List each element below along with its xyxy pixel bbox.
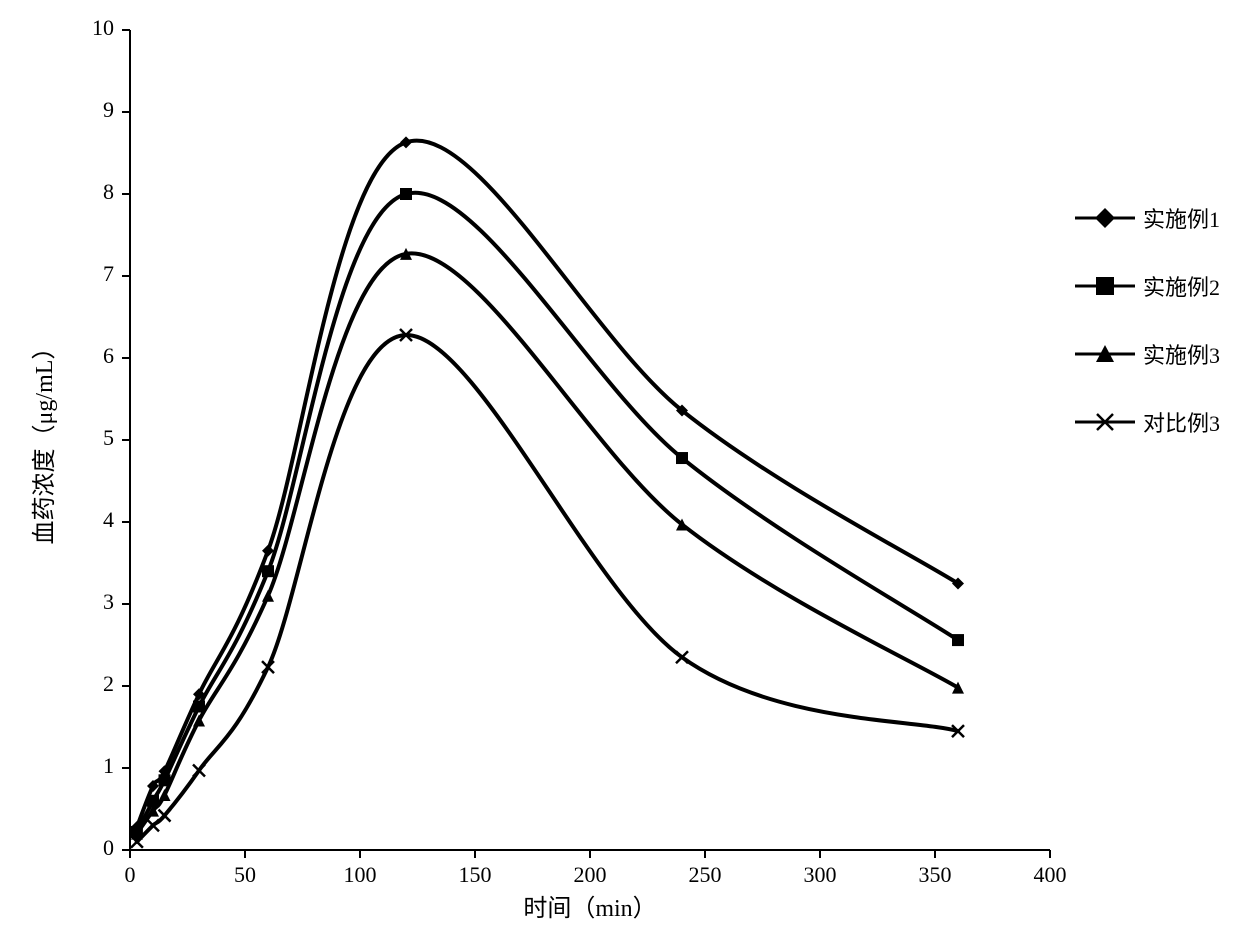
legend-item: 实施例2	[1075, 273, 1220, 299]
svg-text:50: 50	[234, 862, 256, 887]
svg-text:2: 2	[103, 671, 114, 696]
svg-text:350: 350	[919, 862, 952, 887]
legend-marker	[1075, 409, 1135, 435]
svg-text:4: 4	[103, 507, 114, 532]
line-chart-svg: 012345678910050100150200250300350400时间（m…	[0, 0, 1240, 947]
legend-item: 对比例3	[1075, 409, 1220, 435]
svg-text:1: 1	[103, 753, 114, 778]
legend-item: 实施例1	[1075, 205, 1220, 231]
svg-text:250: 250	[689, 862, 722, 887]
svg-text:7: 7	[103, 261, 114, 286]
svg-text:0: 0	[125, 862, 136, 887]
svg-text:200: 200	[574, 862, 607, 887]
legend-label: 实施例1	[1143, 202, 1220, 234]
svg-text:300: 300	[804, 862, 837, 887]
legend-marker	[1075, 273, 1135, 299]
svg-text:10: 10	[92, 15, 114, 40]
legend: 实施例1 实施例2 实施例3 对比例3	[1075, 205, 1220, 477]
svg-text:时间（min）: 时间（min）	[523, 895, 656, 922]
svg-text:5: 5	[103, 425, 114, 450]
legend-marker	[1075, 341, 1135, 367]
legend-label: 实施例2	[1143, 270, 1220, 302]
legend-label: 实施例3	[1143, 338, 1220, 370]
svg-text:100: 100	[344, 862, 377, 887]
legend-label: 对比例3	[1143, 406, 1220, 438]
svg-text:血药浓度（μg/mL）: 血药浓度（μg/mL）	[31, 336, 58, 545]
svg-text:3: 3	[103, 589, 114, 614]
svg-text:0: 0	[103, 835, 114, 860]
svg-text:6: 6	[103, 343, 114, 368]
svg-text:400: 400	[1034, 862, 1067, 887]
svg-text:9: 9	[103, 97, 114, 122]
svg-text:8: 8	[103, 179, 114, 204]
legend-marker	[1075, 205, 1135, 231]
chart-root: 012345678910050100150200250300350400时间（m…	[0, 0, 1240, 947]
svg-text:150: 150	[459, 862, 492, 887]
legend-item: 实施例3	[1075, 341, 1220, 367]
